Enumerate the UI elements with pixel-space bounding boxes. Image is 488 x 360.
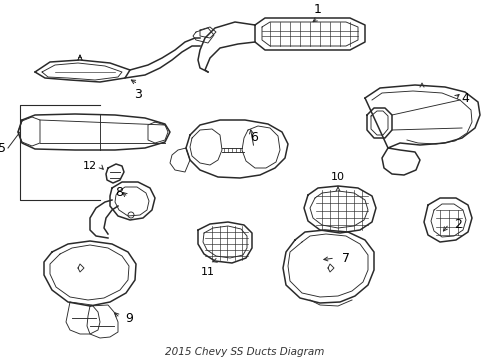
Text: 6: 6	[249, 131, 257, 144]
Text: 11: 11	[201, 267, 215, 277]
Text: 3: 3	[134, 88, 142, 101]
Text: 9: 9	[125, 311, 133, 324]
Text: 8: 8	[115, 186, 123, 199]
Text: 4: 4	[460, 91, 468, 104]
Text: 5: 5	[0, 141, 6, 154]
Text: 2: 2	[453, 217, 461, 230]
Text: 1: 1	[313, 3, 321, 16]
Text: 2015 Chevy SS Ducts Diagram: 2015 Chevy SS Ducts Diagram	[164, 347, 324, 357]
Text: 10: 10	[330, 172, 345, 182]
Text: 7: 7	[341, 252, 349, 265]
Text: 12: 12	[82, 161, 97, 171]
